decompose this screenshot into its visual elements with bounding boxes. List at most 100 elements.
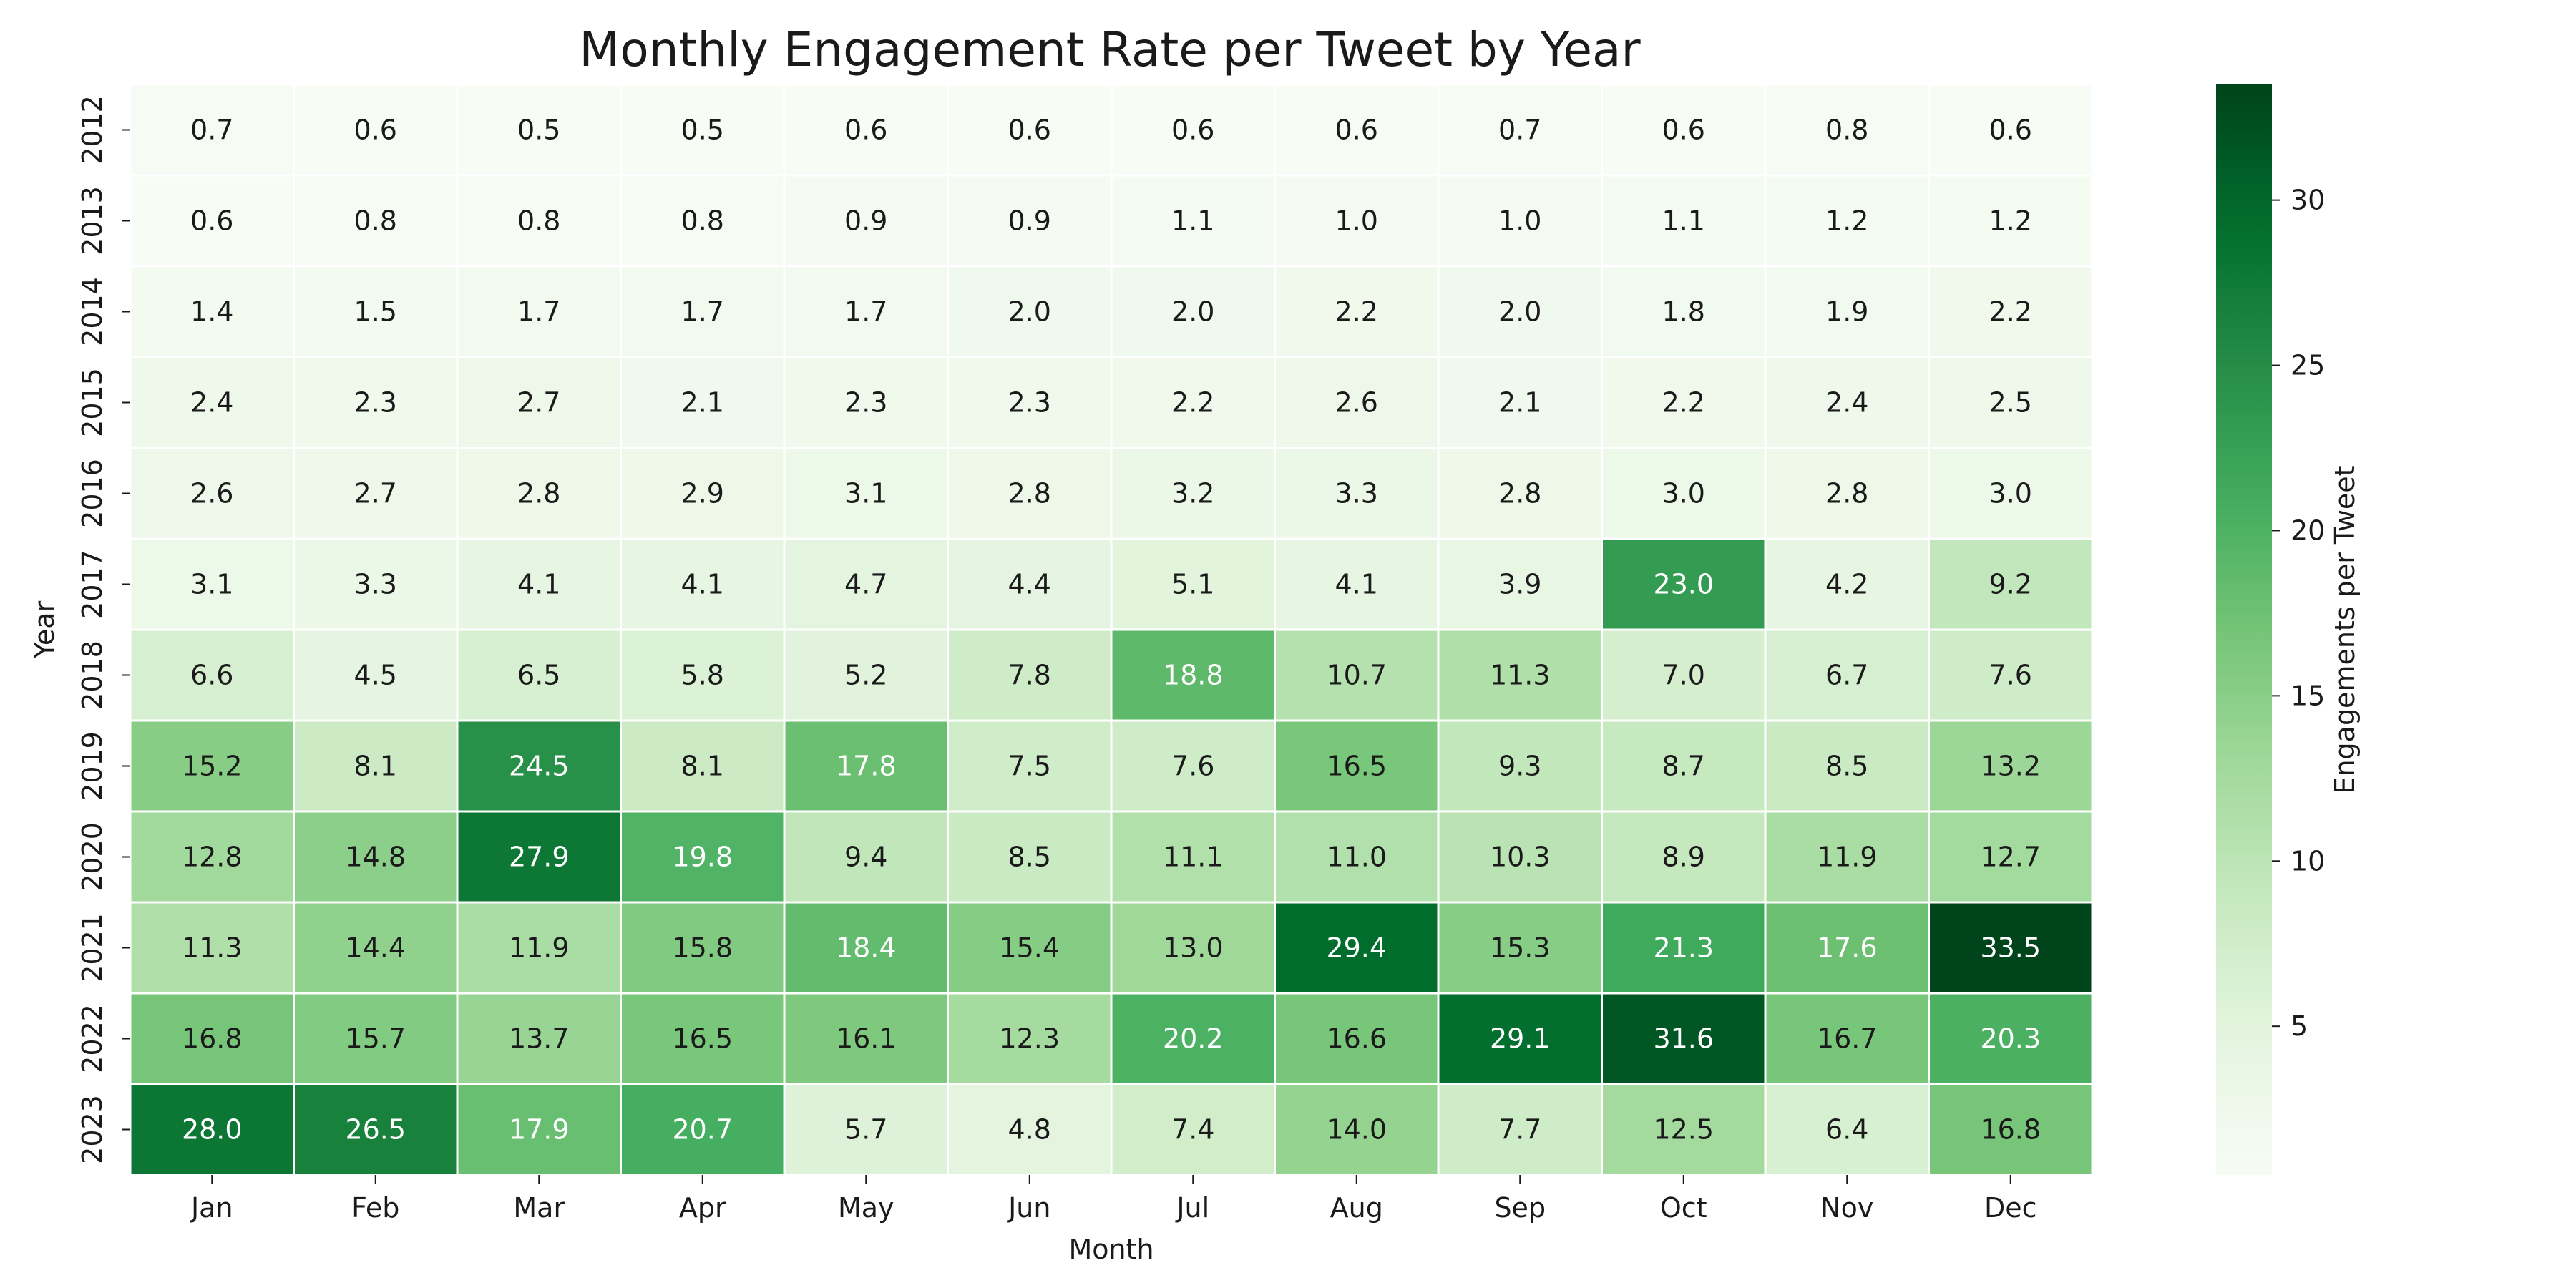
cell-value-label: 11.9 [1817, 841, 1878, 873]
cell-value-label: 2.2 [1335, 296, 1378, 328]
y-tick-label: 2012 [77, 95, 108, 165]
colorbar-tick-label: 5 [2290, 1010, 2308, 1042]
cell-value-label: 1.7 [681, 296, 724, 328]
heatmap-cell [456, 265, 622, 358]
cell-value-label: 2.8 [1498, 478, 1541, 509]
cell-value-label: 1.4 [190, 296, 233, 328]
heatmap-cell [1110, 810, 1276, 904]
heatmap-cell [1928, 83, 2094, 177]
cell-value-label: 4.1 [1335, 569, 1378, 600]
heatmap-cell [1928, 901, 2094, 995]
cell-value-label: 14.4 [345, 932, 406, 964]
colorbar [2216, 84, 2272, 1175]
cell-value-label: 17.8 [836, 751, 897, 782]
cell-value-label: 0.8 [517, 205, 560, 237]
cell-value-label: 5.7 [844, 1114, 887, 1146]
x-tick-label: Nov [1820, 1192, 1873, 1224]
cell-value-label: 8.1 [681, 751, 724, 782]
cell-value-label: 11.0 [1326, 841, 1387, 873]
cell-value-label: 2.0 [1171, 296, 1214, 328]
cell-value-label: 29.1 [1490, 1023, 1551, 1055]
cell-value-label: 7.6 [1171, 751, 1214, 782]
heatmap-cells: 0.7 0.6 0.5 0.5 0.6 0.6 0.6 0.6 0.7 0.6 0.8 0.6 0.6 0… [129, 83, 2094, 1176]
cell-value-label: 13.2 [1980, 751, 2041, 782]
cell-value-label: 0.5 [681, 114, 724, 146]
heatmap-cell [1764, 174, 1930, 268]
heatmap-cell [129, 628, 295, 722]
y-tick-label: 2014 [77, 277, 108, 346]
cell-value-label: 2.1 [1498, 387, 1541, 419]
cell-value-label: 8.5 [1008, 841, 1051, 873]
cell-value-label: 2.8 [1825, 478, 1868, 509]
heatmap-cell [1601, 1083, 1767, 1176]
cell-value-label: 3.1 [844, 478, 887, 509]
cell-value-label: 2.4 [190, 387, 233, 419]
cell-value-label: 15.3 [1490, 932, 1551, 964]
y-axis-label: Year [29, 600, 60, 659]
cell-value-label: 7.6 [1989, 660, 2032, 691]
x-tick-label: May [838, 1192, 894, 1224]
heatmap-cell [1764, 810, 1930, 904]
heatmap-cell [1110, 719, 1276, 813]
heatmap-cell [947, 83, 1113, 177]
cell-value-label: 0.6 [1171, 114, 1214, 146]
heatmap-cell [620, 901, 786, 995]
cell-value-label: 15.4 [999, 932, 1060, 964]
cell-value-label: 2.4 [1825, 387, 1868, 419]
y-tick-label: 2022 [77, 1004, 108, 1073]
heatmap-cell [947, 174, 1113, 268]
heatmap-cell [783, 447, 949, 540]
y-axis-ticks: 2012 2013 2014 2015 2016 2017 2018 2019 2020 2021… [77, 95, 130, 1164]
heatmap-cell [129, 447, 295, 540]
x-tick-label: Jul [1175, 1192, 1209, 1224]
cell-value-label: 2.7 [354, 478, 397, 509]
heatmap-cell [129, 719, 295, 813]
cell-value-label: 16.5 [672, 1023, 733, 1055]
heatmap-cell [456, 719, 622, 813]
cell-value-label: 4.1 [681, 569, 724, 600]
cell-value-label: 11.3 [1490, 660, 1551, 691]
x-axis-ticks: Jan Feb Mar Apr May Jun Jul Aug Sep Oct Nov Dec [190, 1175, 2037, 1224]
cell-value-label: 0.6 [844, 114, 887, 146]
cell-value-label: 17.9 [509, 1114, 570, 1146]
cell-value-label: 3.3 [1335, 478, 1378, 509]
heatmap-cell [1274, 901, 1440, 995]
cell-value-label: 1.0 [1335, 205, 1378, 237]
heatmap-cell [293, 447, 459, 540]
cell-value-label: 1.9 [1825, 296, 1868, 328]
cell-value-label: 0.5 [517, 114, 560, 146]
heatmap-cell [1110, 628, 1276, 722]
cell-value-label: 2.6 [190, 478, 233, 509]
cell-value-label: 2.8 [1008, 478, 1051, 509]
heatmap-cell [947, 447, 1113, 540]
cell-value-label: 3.3 [354, 569, 397, 600]
heatmap-cell [1764, 1083, 1930, 1176]
heatmap-cell [1601, 83, 1767, 177]
heatmap-cell [1928, 992, 2094, 1085]
x-tick-label: Sep [1494, 1192, 1546, 1224]
cell-value-label: 15.8 [672, 932, 733, 964]
cell-value-label: 33.5 [1980, 932, 2041, 964]
cell-value-label: 17.6 [1817, 932, 1878, 964]
cell-value-label: 4.7 [844, 569, 887, 600]
cell-value-label: 16.8 [1980, 1114, 2041, 1146]
cell-value-label: 7.0 [1662, 660, 1705, 691]
cell-value-label: 20.7 [672, 1114, 733, 1146]
cell-value-label: 31.6 [1653, 1023, 1714, 1055]
cell-value-label: 12.8 [182, 841, 243, 873]
cell-value-label: 4.2 [1825, 569, 1868, 600]
cell-value-label: 28.0 [182, 1114, 243, 1146]
cell-value-label: 2.0 [1008, 296, 1051, 328]
heatmap-cell [1601, 628, 1767, 722]
heatmap-cell [293, 1083, 459, 1176]
cell-value-label: 18.4 [836, 932, 897, 964]
cell-value-label: 26.5 [345, 1114, 406, 1146]
cell-value-label: 8.1 [354, 751, 397, 782]
cell-value-label: 5.8 [681, 660, 724, 691]
cell-value-label: 12.3 [999, 1023, 1060, 1055]
heatmap-cell [293, 810, 459, 904]
heatmap-cell [947, 356, 1113, 449]
heatmap-cell [620, 174, 786, 268]
heatmap-cell [1601, 901, 1767, 995]
cell-value-label: 12.7 [1980, 841, 2041, 873]
